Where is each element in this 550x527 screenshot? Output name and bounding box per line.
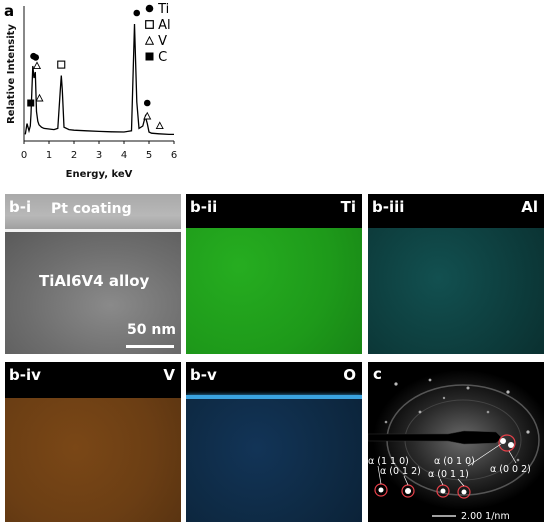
- leader-line: [508, 450, 517, 464]
- diffraction-spot: [440, 488, 446, 494]
- pt-coating-label: Pt coating: [51, 201, 132, 217]
- leader-line: [377, 465, 382, 485]
- peak-marker-c: [27, 99, 35, 107]
- panel-a-letter: a: [4, 2, 15, 20]
- diffraction-spot: [405, 488, 411, 494]
- x-tick-label: 2: [71, 150, 77, 161]
- open-triangle-icon: [144, 35, 155, 45]
- x-tick-label: 6: [171, 150, 177, 161]
- element-label: O: [343, 366, 356, 384]
- label-alpha-010: α (0 1 0): [434, 456, 475, 467]
- v-signal-region: [5, 398, 181, 522]
- scale-bar-label: 50 nm: [127, 322, 176, 338]
- o-signal-region: [186, 399, 362, 522]
- x-ticks: [23, 141, 175, 144]
- legend: Ti Al V C: [144, 2, 185, 66]
- x-tick-label: 1: [46, 150, 52, 161]
- legend-label-v: V: [158, 34, 168, 49]
- interface-line: [5, 229, 181, 232]
- ti-signal-region: [186, 228, 362, 354]
- diffraction-spot: [461, 489, 467, 495]
- element-label: Al: [521, 198, 538, 216]
- label-alpha-002: α (0 0 2): [490, 464, 531, 475]
- filled-circle-icon: [145, 4, 154, 13]
- filled-square-icon: [145, 52, 154, 61]
- label-alpha-110: α (1 1 0): [368, 456, 409, 467]
- al-signal-region: [368, 228, 544, 354]
- x-tick-label: 3: [96, 150, 102, 161]
- legend-item-v: V: [144, 34, 168, 49]
- peak-marker-ti: [143, 99, 151, 107]
- eds-spectrum-chart: 0 1 2 3 4 5 6 Energy, keV Relative Intensity: [6, 6, 177, 180]
- panel-c-diffraction-pattern: α (1 1 0) α (0 1 2) α (0 1 0) α (0 1 1) …: [368, 362, 544, 522]
- element-label: Ti: [340, 198, 356, 216]
- panel-label: b-iii: [372, 198, 405, 216]
- panel-label: b-iv: [9, 366, 41, 384]
- element-label: V: [163, 366, 175, 384]
- panel-b-iii-al-map: b-iii Al: [368, 194, 544, 354]
- x-axis-title: Energy, keV: [66, 169, 133, 180]
- open-square-icon: [145, 20, 154, 29]
- alloy-region: [5, 232, 181, 354]
- highlight-circle: [498, 434, 516, 452]
- leader-line: [457, 478, 465, 487]
- scale-bar-label: 2.00 1/nm: [461, 511, 510, 522]
- x-tick-label: 5: [146, 150, 152, 161]
- diffraction-spot: [500, 438, 506, 444]
- legend-label-c: C: [158, 50, 168, 65]
- panel-label: b-v: [190, 366, 217, 384]
- panel-b-v-o-map: b-v O: [186, 362, 362, 522]
- diffraction-spot: [508, 442, 514, 448]
- x-tick-labels: 0 1 2 3 4 5 6: [21, 150, 177, 161]
- background-spots: [384, 378, 530, 462]
- alloy-label: TiAl6V4 alloy: [39, 272, 150, 290]
- panel-b-iv-v-map: b-iv V: [5, 362, 181, 522]
- legend-item-ti: Ti: [145, 2, 169, 17]
- pt-coating-layer: [5, 194, 181, 230]
- panel-label: b-ii: [190, 198, 218, 216]
- oxide-layer-band: [186, 395, 362, 399]
- peak-marker-ti: [133, 9, 141, 17]
- label-alpha-012: α (0 1 2): [380, 466, 421, 477]
- peak-marker-v: [32, 61, 42, 70]
- legend-item-al: Al: [145, 18, 171, 33]
- leader-line: [403, 475, 409, 486]
- x-tick-label: 4: [121, 150, 127, 161]
- legend-label-ti: Ti: [158, 2, 170, 17]
- peak-markers: [27, 9, 164, 130]
- diffraction-spot: [378, 487, 384, 493]
- x-tick-label: 0: [21, 150, 27, 161]
- peak-marker-v: [35, 93, 44, 102]
- panel-b-ii-ti-map: b-ii Ti: [186, 194, 362, 354]
- peak-marker-v: [143, 111, 152, 120]
- y-axis-title: Relative Intensity: [6, 24, 17, 124]
- leader-line: [439, 478, 444, 486]
- legend-label-al: Al: [158, 18, 171, 33]
- peak-marker-al: [57, 60, 66, 69]
- panel-c-letter: c: [373, 365, 382, 383]
- label-alpha-011: α (0 1 1): [428, 469, 469, 480]
- panel-label: b-i: [9, 198, 32, 216]
- peak-marker-ti: [32, 54, 40, 61]
- leader-line: [467, 443, 502, 467]
- scale-bar: [126, 345, 174, 348]
- legend-item-c: C: [145, 50, 167, 65]
- peak-marker-v: [155, 121, 164, 130]
- saed-pattern: α (1 1 0) α (0 1 2) α (0 1 0) α (0 1 1) …: [368, 370, 544, 522]
- panel-b-i-tem-image: b-i Pt coating TiAl6V4 alloy 50 nm: [5, 194, 181, 354]
